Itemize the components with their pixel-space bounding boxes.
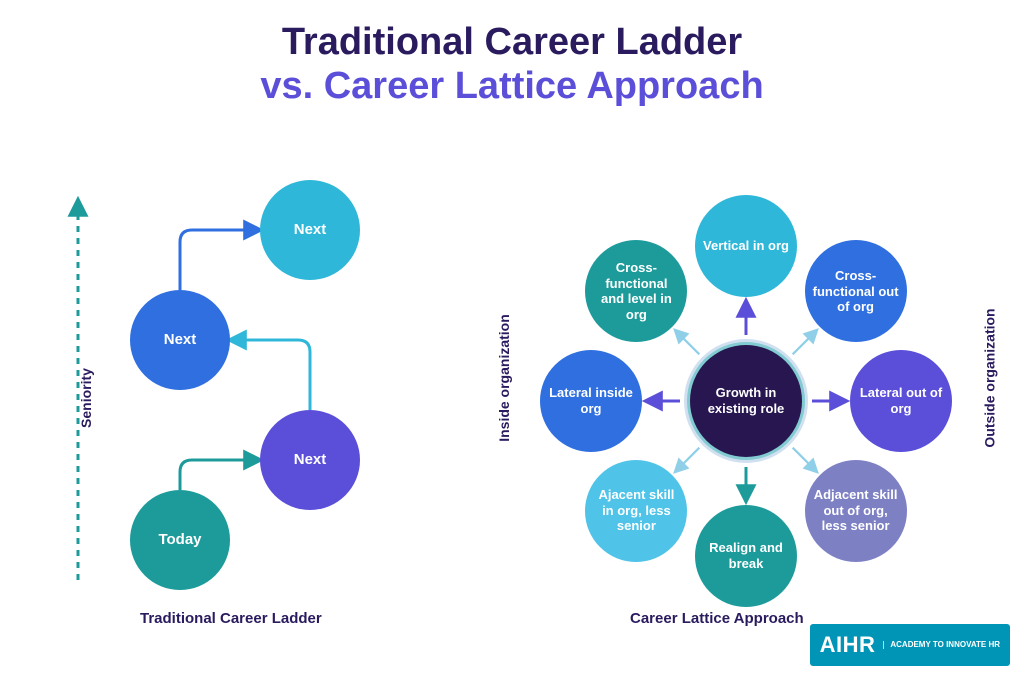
title-line1: Traditional Career Ladder (0, 22, 1024, 64)
lattice-node-cross_out: Cross-functional out of org (805, 240, 907, 342)
lattice-node-cross_in: Cross-functional and level in org (585, 240, 687, 342)
inside-org-label: Inside organization (496, 314, 512, 442)
logo-main-text: AIHR (820, 632, 876, 658)
ladder-caption: Traditional Career Ladder (140, 610, 322, 627)
diagram-area: Today Next Next Next Growth in existing rol… (0, 120, 1024, 620)
ladder-node-next2: Next (130, 290, 230, 390)
ladder-node-next1: Next (260, 410, 360, 510)
outside-org-label: Outside organization (982, 308, 998, 447)
ladder-node-today: Today (130, 490, 230, 590)
lattice-node-lateral_out: Lateral out of org (850, 350, 952, 452)
lattice-node-adj_in: Ajacent skill in org, less senior (585, 460, 687, 562)
lattice-node-adj_out: Adjacent skill out of org, less senior (805, 460, 907, 562)
lattice-center: Growth in existing role (690, 345, 802, 457)
logo-sub-text: ACADEMY TO INNOVATE HR (883, 641, 1000, 650)
logo-badge: AIHR ACADEMY TO INNOVATE HR (810, 624, 1010, 666)
lattice-caption: Career Lattice Approach (630, 610, 804, 627)
seniority-label: Seniority (78, 368, 94, 428)
lattice-node-realign: Realign and break (695, 505, 797, 607)
title-line2: vs. Career Lattice Approach (0, 66, 1024, 108)
title: Traditional Career Ladder vs. Career Lat… (0, 0, 1024, 108)
ladder-node-next3: Next (260, 180, 360, 280)
lattice-node-vertical: Vertical in org (695, 195, 797, 297)
lattice-node-lateral_in: Lateral inside org (540, 350, 642, 452)
